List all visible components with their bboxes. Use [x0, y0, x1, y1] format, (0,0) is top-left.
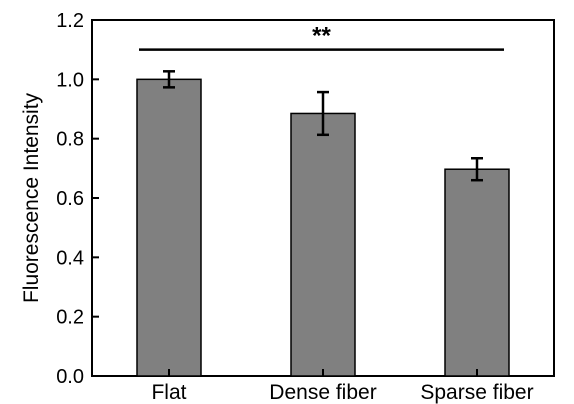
- error-bars-layer: [163, 70, 483, 182]
- x-tick-label: Dense fiber: [269, 381, 376, 404]
- y-axis-ticks: 0.0 0.2 0.4 0.6 0.8 1.0 1.2: [56, 10, 99, 388]
- significance-label: **: [312, 23, 331, 50]
- y-tick-label: 0.6: [56, 188, 84, 210]
- bars-layer: [136, 78, 510, 377]
- significance-layer: **: [139, 23, 504, 51]
- y-axis-label: Fluorescence Intensity: [20, 92, 43, 303]
- y-tick-label: 0.8: [56, 129, 84, 151]
- y-tick-label: 1.2: [56, 10, 84, 32]
- bar: [444, 168, 510, 377]
- x-tick-label: Flat: [151, 381, 186, 404]
- x-tick-label: Sparse fiber: [420, 381, 533, 404]
- y-tick-label: 0.2: [56, 307, 84, 329]
- y-tick-label: 0.4: [56, 247, 84, 269]
- bar: [290, 112, 356, 377]
- y-tick-label: 1.0: [56, 69, 84, 91]
- x-axis-labels: Flat Dense fiber Sparse fiber: [151, 369, 534, 404]
- bar: [136, 78, 202, 377]
- y-tick-label: 0.0: [56, 366, 84, 388]
